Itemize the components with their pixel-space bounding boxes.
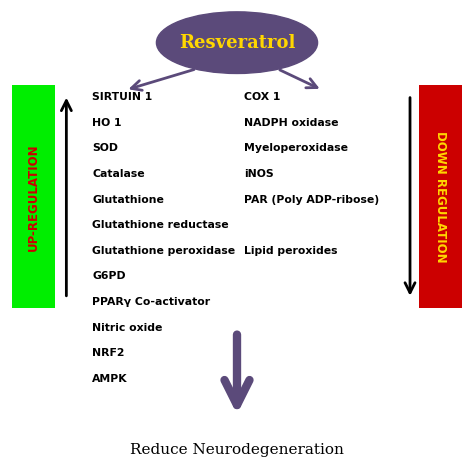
Text: COX 1: COX 1 <box>244 92 281 102</box>
Text: Glutathione: Glutathione <box>92 194 164 205</box>
Text: PPARγ Co-activator: PPARγ Co-activator <box>92 297 210 307</box>
Text: AMPK: AMPK <box>92 374 128 384</box>
Text: G6PD: G6PD <box>92 271 126 282</box>
Text: UP-REGULATION: UP-REGULATION <box>27 143 40 251</box>
Text: Myeloperoxidase: Myeloperoxidase <box>244 143 348 154</box>
Text: NRF2: NRF2 <box>92 348 125 358</box>
FancyBboxPatch shape <box>419 85 462 308</box>
Text: NADPH oxidase: NADPH oxidase <box>244 118 338 128</box>
Text: Nitric oxide: Nitric oxide <box>92 322 163 333</box>
Text: PAR (Poly ADP-ribose): PAR (Poly ADP-ribose) <box>244 194 379 205</box>
Text: Glutathione reductase: Glutathione reductase <box>92 220 229 230</box>
Text: Reduce Neurodegeneration: Reduce Neurodegeneration <box>130 443 344 457</box>
Text: HO 1: HO 1 <box>92 118 122 128</box>
Text: DOWN REGULATION: DOWN REGULATION <box>434 131 447 263</box>
Text: Catalase: Catalase <box>92 169 145 179</box>
Text: iNOS: iNOS <box>244 169 274 179</box>
Text: SIRTUIN 1: SIRTUIN 1 <box>92 92 153 102</box>
FancyBboxPatch shape <box>12 85 55 308</box>
Text: Lipid peroxides: Lipid peroxides <box>244 246 337 256</box>
Text: Glutathione peroxidase: Glutathione peroxidase <box>92 246 236 256</box>
Ellipse shape <box>156 12 318 73</box>
Text: SOD: SOD <box>92 143 118 154</box>
Text: Resveratrol: Resveratrol <box>179 34 295 52</box>
